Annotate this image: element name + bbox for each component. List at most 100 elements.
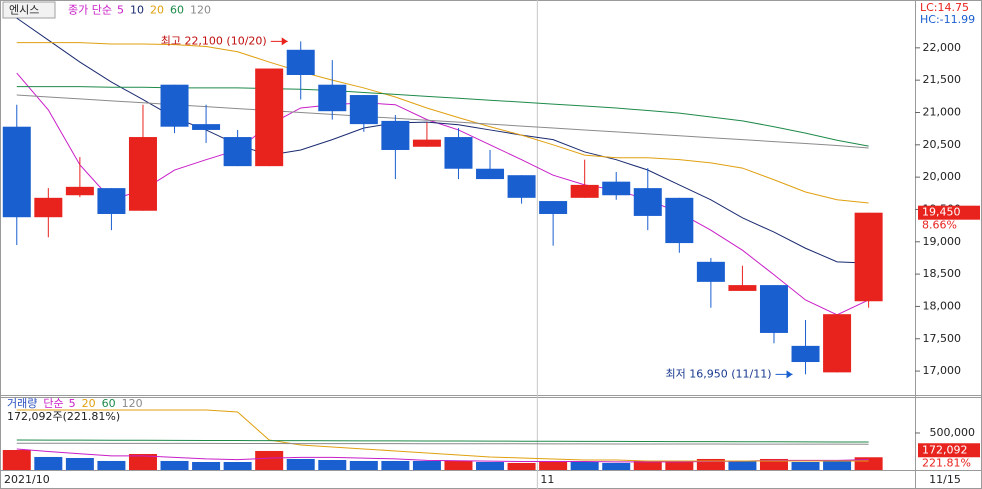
- candle-body: [192, 124, 221, 130]
- volume-bar: [444, 460, 473, 470]
- volume-bar: [854, 457, 883, 470]
- y-tick-label: 20,000: [923, 170, 962, 183]
- candle-body: [476, 168, 505, 180]
- y-tick-label: 21,000: [923, 105, 962, 118]
- candle-body: [696, 261, 725, 282]
- candle-body: [791, 345, 820, 363]
- volume-title: 거래량: [7, 397, 37, 410]
- candle-body: [255, 68, 284, 167]
- legend-entry: 60: [102, 397, 116, 410]
- y-tick-label: 500,000: [930, 426, 976, 439]
- legend-entry: 10: [130, 4, 144, 17]
- candle-body: [34, 197, 63, 218]
- candle-body: [570, 184, 599, 198]
- title-box: [2, 1, 56, 19]
- volume-bar: [65, 458, 94, 470]
- candle-body: [381, 120, 410, 150]
- volume-bar: [381, 460, 410, 470]
- indicator-label: 종가 단순: [68, 4, 112, 17]
- chart-title: 엔시스: [9, 4, 39, 17]
- volume-bar: [349, 460, 378, 470]
- legend-entry: 60: [170, 4, 184, 17]
- last-volume-box: [918, 443, 980, 458]
- moving-average-line: [16, 442, 869, 445]
- candle-body: [97, 188, 126, 214]
- legend-entry: 5: [117, 4, 124, 17]
- candle-body: [759, 285, 788, 333]
- volume-bar: [286, 458, 315, 470]
- y-tick-label: 18,500: [923, 267, 962, 280]
- volume-bar: [318, 460, 347, 470]
- y-tick-label: 19,000: [923, 235, 962, 248]
- last-price-label: 19,450: [922, 206, 961, 219]
- volume-bar: [570, 462, 599, 470]
- candle-body: [412, 139, 441, 147]
- candle-body: [728, 285, 757, 291]
- moving-average-line: [16, 439, 869, 443]
- annotation-arrowhead: [786, 370, 793, 379]
- volume-bar: [2, 450, 31, 470]
- candle-body: [160, 84, 189, 127]
- legend-entry: 5: [69, 397, 76, 410]
- volume-bar: [34, 456, 63, 470]
- candle-body: [507, 175, 536, 198]
- volume-bar: [759, 458, 788, 470]
- y-tick-label: 17,000: [923, 364, 962, 377]
- legend-entry: 20: [150, 4, 164, 17]
- candle-body: [286, 49, 315, 75]
- candle-body: [65, 186, 94, 196]
- moving-average-line: [16, 17, 869, 264]
- moving-average-line: [16, 86, 869, 147]
- volume-bar: [823, 460, 852, 470]
- volume-bar: [223, 462, 252, 470]
- annotation-arrowhead: [281, 37, 288, 46]
- volume-summary: 172,092주(221.81%): [7, 410, 120, 423]
- candle-body: [444, 137, 473, 169]
- x-tick-label: 11: [540, 473, 554, 486]
- moving-average-line: [16, 409, 869, 462]
- volume-bar: [696, 458, 725, 470]
- date-label: 11/15: [929, 473, 961, 486]
- candle-body: [318, 84, 347, 112]
- candle-body: [349, 95, 378, 125]
- volume-bar: [97, 460, 126, 470]
- candle-body: [854, 212, 883, 302]
- legend-entry: 120: [122, 397, 143, 410]
- volume-bar: [255, 450, 284, 470]
- volume-bar: [192, 462, 221, 470]
- y-tick-label: 17,500: [923, 332, 962, 345]
- volume-bar: [128, 454, 157, 470]
- candle-body: [665, 197, 694, 244]
- volume-bar: [791, 462, 820, 470]
- y-tick-label: 18,000: [923, 299, 962, 312]
- y-tick-label: 22,000: [923, 41, 962, 54]
- moving-average-line: [16, 42, 869, 204]
- moving-average-line: [16, 94, 869, 149]
- volume-bar: [728, 460, 757, 470]
- annotation: 최고 22,100 (10/20): [161, 34, 267, 47]
- volume-bar: [476, 462, 505, 470]
- volume-bar: [507, 462, 536, 470]
- volume-bar: [633, 460, 662, 470]
- volume-bar: [539, 460, 568, 470]
- x-tick-label: 2021/10: [4, 473, 50, 486]
- volume-bar: [602, 462, 631, 470]
- candle-body: [223, 137, 252, 167]
- hc-label: HC:-11.99: [920, 13, 975, 26]
- volume-bar: [665, 460, 694, 470]
- y-tick-label: 21,500: [923, 73, 962, 86]
- legend-entry: 20: [82, 397, 96, 410]
- candle-body: [128, 137, 157, 211]
- volume-bar: [160, 460, 189, 470]
- legend-entry: 120: [190, 4, 211, 17]
- moving-average-line: [16, 72, 869, 316]
- y-tick-label: 20,500: [923, 138, 962, 151]
- change-label: 221.81%: [922, 456, 971, 469]
- annotation: 최저 16,950 (11/11): [666, 367, 772, 380]
- last-price-box: [918, 205, 980, 220]
- candle-body: [633, 188, 662, 216]
- candle-body: [602, 181, 631, 196]
- change-label: 8.66%: [922, 219, 957, 232]
